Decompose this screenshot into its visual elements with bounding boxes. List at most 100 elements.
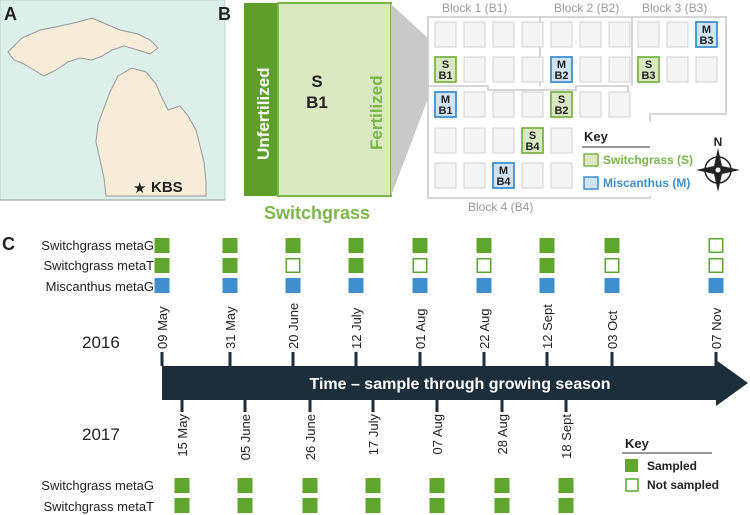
sampled-plot-box bbox=[521, 127, 544, 154]
key-not-sampled-swatch bbox=[625, 478, 639, 492]
plot-block-label: B1 bbox=[438, 105, 452, 117]
sg-metag-square bbox=[302, 478, 318, 493]
zoom-crop-label: S bbox=[311, 72, 322, 91]
key-sampled-swatch bbox=[625, 459, 638, 472]
sample-date-2017: 28 Aug bbox=[494, 400, 510, 513]
date-label-2016: 20 June bbox=[286, 303, 301, 349]
sample-date-2016: 07 Nov bbox=[708, 238, 724, 366]
field-plot bbox=[695, 56, 718, 83]
key-switchgrass-swatch bbox=[583, 153, 599, 167]
field-plot bbox=[463, 56, 486, 83]
field-plot bbox=[608, 91, 631, 118]
sampled-plot-box bbox=[550, 56, 573, 83]
sample-date-2017: 15 May bbox=[174, 400, 190, 513]
sampled-plot-box bbox=[695, 21, 718, 48]
key-miscanthus-swatch bbox=[583, 176, 599, 190]
sample-date-2016: 01 Aug bbox=[412, 238, 428, 366]
sample-date-2016: 31 May bbox=[222, 238, 238, 366]
key-switchgrass-label: Switchgrass (S) bbox=[603, 153, 693, 167]
sg-metat-square bbox=[222, 258, 238, 273]
sample-date-2016: 09 May bbox=[154, 238, 170, 366]
field-plot bbox=[579, 56, 602, 83]
misc-metag-square bbox=[708, 278, 724, 293]
plot-block-label: B3 bbox=[699, 35, 713, 47]
misc-metag-square bbox=[285, 278, 301, 293]
fertilized-area bbox=[277, 2, 392, 197]
misc-metag-square bbox=[539, 278, 555, 293]
row-2016-misc-metag: Miscanthus metaG bbox=[46, 279, 154, 294]
date-label-2016: 31 May bbox=[223, 306, 238, 349]
sampled-plot-box bbox=[434, 91, 457, 118]
panel-c: C Switchgrass metaG Switchgrass metaT Mi… bbox=[2, 234, 748, 514]
plot-block-label: B2 bbox=[554, 105, 568, 117]
sampled-plot-s-b1: SB1 bbox=[434, 56, 457, 83]
plot-key-title: Key bbox=[584, 129, 609, 144]
sampled-plot-box bbox=[434, 56, 457, 83]
sg-metag-square bbox=[429, 478, 445, 493]
key-not-sampled-label: Not sampled bbox=[647, 478, 719, 492]
sg-metag-square bbox=[476, 238, 492, 253]
field-plot bbox=[521, 162, 544, 189]
field-plot bbox=[666, 21, 689, 48]
date-label-2017: 18 Sept bbox=[559, 414, 574, 459]
compass-north-label: N bbox=[714, 135, 723, 149]
field-plot bbox=[521, 91, 544, 118]
sg-metag-square bbox=[412, 238, 428, 253]
sg-metat-square bbox=[539, 258, 555, 273]
plot-crop-label: M bbox=[499, 165, 508, 177]
panel-b: B Unfertilized Fertilized S B1 Switchgra… bbox=[218, 1, 740, 223]
sampled-plot-box bbox=[637, 56, 660, 83]
row-2016-sg-metat: Switchgrass metaT bbox=[43, 258, 154, 273]
plot-block-label: B3 bbox=[641, 70, 655, 82]
sg-metat-square bbox=[237, 498, 253, 513]
misc-metag-square bbox=[476, 278, 492, 293]
field-plot bbox=[521, 56, 544, 83]
sg-metag-square bbox=[285, 238, 301, 253]
field-plot bbox=[492, 127, 515, 154]
field-plot bbox=[492, 56, 515, 83]
year-2017-label: 2017 bbox=[82, 425, 120, 444]
plot-crop-label: S bbox=[442, 59, 449, 71]
year-2016-label: 2016 bbox=[82, 333, 120, 352]
sg-metag-square bbox=[348, 238, 364, 253]
sg-metat-square bbox=[708, 258, 724, 273]
sampled-plot-box bbox=[550, 91, 573, 118]
sample-date-2017: 17 July bbox=[365, 400, 381, 513]
sg-metag-square bbox=[539, 238, 555, 253]
sampled-plot-m-b4: MB4 bbox=[492, 162, 515, 189]
plot-block-label: B1 bbox=[438, 70, 452, 82]
field-plot bbox=[521, 21, 544, 48]
time-arrow-label: Time – sample through growing season bbox=[309, 376, 610, 393]
sg-metat-square bbox=[154, 258, 170, 273]
field-plot bbox=[492, 91, 515, 118]
key-miscanthus-label: Miscanthus (M) bbox=[603, 176, 690, 190]
sg-metat-square bbox=[429, 498, 445, 513]
sg-metat-square bbox=[412, 258, 428, 273]
date-label-2016: 01 Aug bbox=[413, 309, 428, 350]
block3-label: Block 3 (B3) bbox=[642, 1, 707, 15]
plot-block-label: B4 bbox=[525, 141, 540, 153]
block4-label: Block 4 (B4) bbox=[468, 200, 533, 214]
sg-metag-square bbox=[604, 238, 620, 253]
block2-label: Block 2 (B2) bbox=[554, 1, 619, 15]
sample-date-2017: 26 June bbox=[302, 400, 318, 513]
field-plot bbox=[463, 162, 486, 189]
sampled-plot-box bbox=[492, 162, 515, 189]
misc-metag-square bbox=[412, 278, 428, 293]
field-plot bbox=[608, 56, 631, 83]
date-label-2016: 03 Oct bbox=[605, 310, 620, 349]
compass-icon bbox=[696, 148, 740, 192]
field-plot bbox=[463, 21, 486, 48]
block1-label: Block 1 (B1) bbox=[442, 1, 507, 15]
sampled-plot-s-b2: SB2 bbox=[550, 91, 573, 118]
date-label-2016: 22 Aug bbox=[477, 309, 492, 350]
field-plot bbox=[608, 21, 631, 48]
sg-metat-square bbox=[476, 258, 492, 273]
timeline-key-title: Key bbox=[625, 436, 650, 451]
sg-metag-square bbox=[558, 478, 574, 493]
sg-metag-square bbox=[222, 238, 238, 253]
field-plot bbox=[492, 21, 515, 48]
plot-block-label: B4 bbox=[496, 176, 511, 188]
field-plot bbox=[434, 162, 457, 189]
